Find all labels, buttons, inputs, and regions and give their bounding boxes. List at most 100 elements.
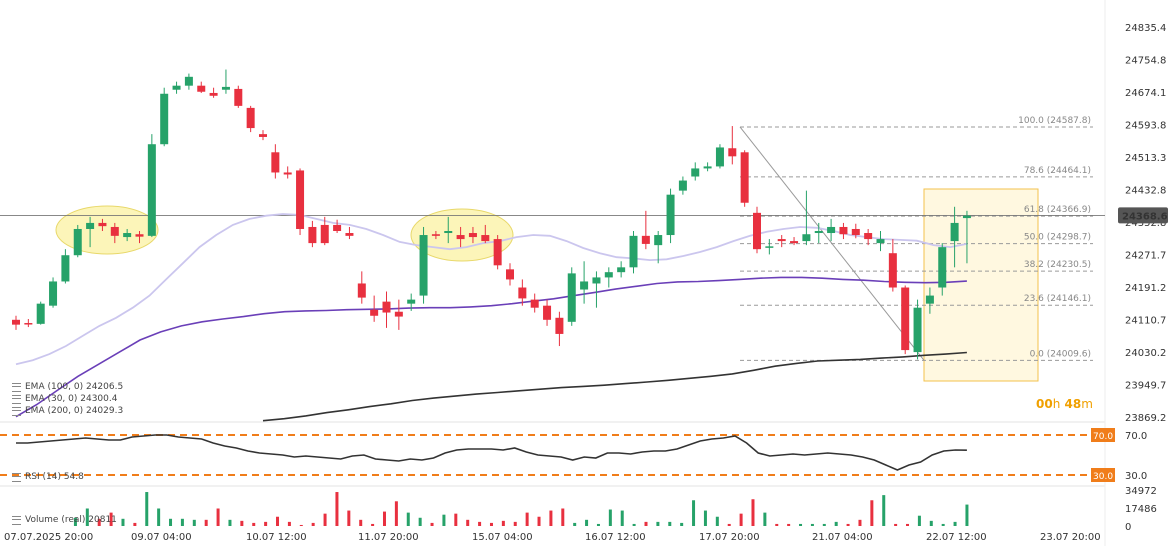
- volume-bar: [917, 515, 921, 526]
- candle-body: [160, 93, 169, 145]
- candle-body: [221, 86, 230, 90]
- candle-body: [431, 234, 440, 236]
- volume-bar: [299, 524, 303, 526]
- fib-level-label: 38.2 (24230.5): [1024, 260, 1091, 270]
- candle-body: [851, 228, 860, 236]
- candle-body: [86, 222, 95, 229]
- volume-bar: [157, 508, 161, 526]
- legend-ema200[interactable]: EMA (200, 0) 24029.3: [12, 406, 123, 416]
- candle-body: [864, 233, 873, 240]
- fib-level-label: 23.6 (24146.1): [1024, 294, 1091, 304]
- candle-body: [49, 281, 58, 306]
- volume-bar: [276, 516, 280, 526]
- volume-bar: [537, 516, 541, 526]
- volume-bar: [466, 519, 470, 526]
- time-tick-label: 10.07 12:00: [246, 532, 307, 543]
- price-tick-label: 24030.2: [1125, 348, 1166, 359]
- candle-body: [715, 147, 724, 167]
- price-tick-label: 24432.8: [1125, 186, 1166, 197]
- volume-bar: [727, 523, 731, 526]
- legend-rsi[interactable]: RSI (14) 54.8: [12, 472, 84, 482]
- candle-body: [98, 222, 107, 227]
- volume-bar: [109, 512, 113, 526]
- volume-bar: [834, 521, 838, 526]
- candle-body: [197, 85, 206, 92]
- candle-body: [320, 224, 329, 244]
- ema30-line: [15, 213, 968, 366]
- candle-body: [481, 235, 490, 242]
- rsi-upper-tick-label: 70.0: [1125, 431, 1147, 442]
- volume-bar: [478, 521, 482, 526]
- candle-body: [259, 134, 267, 137]
- volume-bar: [680, 522, 684, 526]
- volume-bar: [608, 509, 612, 526]
- volume-bar: [692, 500, 696, 526]
- candle-body: [209, 92, 218, 96]
- price-tick-label: 24835.4: [1125, 23, 1166, 34]
- volume-bar: [549, 510, 553, 526]
- candle-body: [691, 168, 700, 177]
- candle-body: [333, 224, 342, 232]
- legend-ema30[interactable]: EMA (30, 0) 24300.4: [12, 394, 117, 404]
- candle-body: [728, 148, 737, 157]
- candle-body: [604, 272, 613, 278]
- volume-bar: [85, 508, 89, 526]
- candle-countdown: 00h 48m: [1036, 397, 1093, 411]
- candle-body: [913, 307, 922, 353]
- candle-body: [790, 241, 799, 244]
- candle-body: [962, 215, 971, 219]
- countdown-h: h: [1052, 397, 1061, 411]
- volume-bar: [894, 523, 898, 526]
- volume-bar: [228, 519, 232, 526]
- volume-bar: [799, 523, 803, 526]
- candle-body: [407, 299, 416, 304]
- candle-body: [740, 152, 749, 203]
- candle-body: [678, 180, 687, 191]
- rsi-lower-badge: [1091, 468, 1115, 482]
- volume-bar: [454, 513, 458, 526]
- candle-body: [592, 277, 601, 284]
- candle-body: [814, 231, 823, 234]
- ema200-line: [262, 351, 967, 422]
- volume-bar: [941, 523, 945, 526]
- time-tick-label: 09.07 04:00: [131, 532, 192, 543]
- candle-body: [629, 235, 638, 268]
- volume-bar: [668, 521, 672, 526]
- rsi-upper-badge: [1091, 428, 1115, 442]
- candle-body: [580, 281, 589, 290]
- candle-body: [36, 303, 45, 324]
- rsi-lower-tick-label: 30.0: [1125, 471, 1147, 482]
- legend-ema100-label: EMA (100, 0) 24206.5: [25, 382, 124, 392]
- legend-volume[interactable]: Volume (real) 20811: [12, 515, 117, 525]
- legend-ema100[interactable]: EMA (100, 0) 24206.5: [12, 382, 123, 392]
- candle-body: [518, 287, 527, 299]
- volume-bar: [169, 518, 173, 526]
- candle-body: [456, 235, 465, 240]
- volume-bar: [264, 521, 268, 526]
- candle-body: [839, 226, 848, 235]
- legend-ema200-label: EMA (200, 0) 24029.3: [25, 406, 124, 416]
- candle-body: [468, 233, 477, 238]
- volume-bar: [858, 519, 862, 526]
- volume-bar: [620, 510, 624, 526]
- candle-body: [296, 170, 305, 229]
- price-tick-label: 24110.7: [1125, 316, 1166, 327]
- legend-volume-label: Volume (real) 20811: [25, 515, 117, 525]
- candle-body: [802, 234, 811, 242]
- candle-body: [876, 239, 885, 244]
- volume-bar: [406, 512, 410, 526]
- candle-body: [394, 311, 403, 317]
- candle-body: [641, 235, 650, 244]
- candle-body: [703, 166, 712, 169]
- time-tick-label: 22.07 12:00: [926, 532, 987, 543]
- candle-body: [24, 323, 33, 325]
- countdown-hours: 00: [1036, 397, 1053, 411]
- legend-ema30-label: EMA (30, 0) 24300.4: [25, 394, 118, 404]
- rsi-line: [16, 434, 967, 471]
- volume-bar: [585, 519, 589, 526]
- countdown-m: m: [1081, 397, 1093, 411]
- time-tick-label: 17.07 20:00: [699, 532, 760, 543]
- price-tick-label: 24191.2: [1125, 283, 1166, 294]
- fib-level-label: 50.0 (24298.7): [1024, 233, 1091, 243]
